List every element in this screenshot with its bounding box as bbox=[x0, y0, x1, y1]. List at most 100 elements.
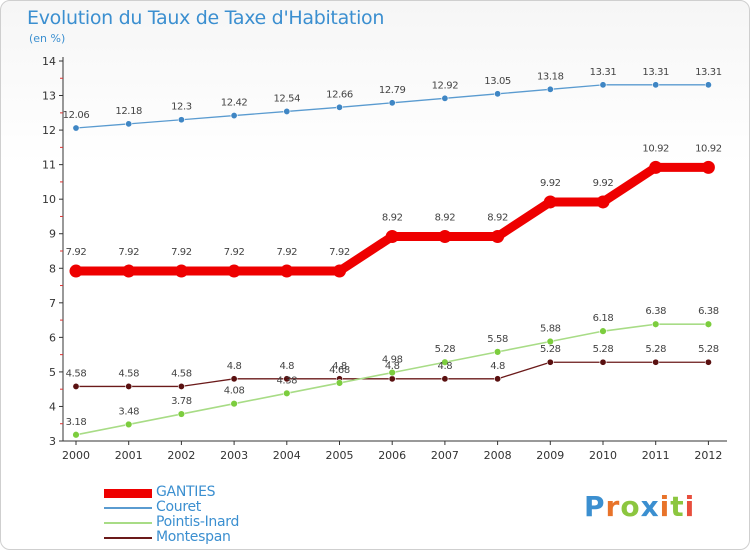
x-tick-label: 2012 bbox=[694, 449, 722, 462]
data-label-montespan: 5.28 bbox=[698, 344, 719, 355]
y-tick-label: 9 bbox=[49, 228, 56, 241]
data-point-montespan bbox=[125, 382, 133, 390]
data-point-ganties bbox=[596, 195, 610, 209]
data-label-montespan: 4.8 bbox=[385, 361, 400, 372]
data-label-montespan: 4.58 bbox=[66, 368, 87, 379]
data-point-ganties bbox=[438, 229, 452, 243]
data-label-couret: 12.54 bbox=[273, 93, 300, 104]
data-point-pointis-inard bbox=[124, 420, 133, 429]
legend-label: Pointis-Inard bbox=[156, 514, 240, 530]
x-tick-label: 2004 bbox=[273, 449, 301, 462]
data-label-couret: 13.18 bbox=[537, 71, 564, 82]
data-label-ganties: 7.92 bbox=[118, 247, 139, 258]
data-label-pointis-inard: 4.08 bbox=[224, 386, 245, 397]
data-point-pointis-inard bbox=[230, 399, 238, 408]
logo-letter: t bbox=[670, 490, 685, 523]
data-point-ganties bbox=[280, 264, 294, 278]
data-label-pointis-inard: 6.38 bbox=[645, 306, 666, 317]
data-point-couret bbox=[177, 116, 185, 124]
data-point-ganties bbox=[122, 264, 136, 278]
data-label-pointis-inard: 6.18 bbox=[593, 313, 614, 324]
data-point-couret bbox=[230, 112, 238, 120]
x-tick-label: 2000 bbox=[62, 449, 90, 462]
logo-letter: x bbox=[640, 490, 660, 523]
data-point-montespan bbox=[177, 382, 185, 390]
data-label-ganties: 7.92 bbox=[171, 247, 192, 258]
unit-label: (en %) bbox=[29, 32, 66, 45]
logo-letter: i bbox=[684, 490, 696, 523]
data-label-pointis-inard: 5.58 bbox=[487, 334, 508, 345]
data-point-ganties bbox=[174, 264, 188, 278]
x-tick-label: 2011 bbox=[642, 449, 670, 462]
data-point-montespan bbox=[230, 375, 238, 383]
data-point-pointis-inard bbox=[546, 337, 554, 346]
legend-label: Montespan bbox=[156, 529, 231, 545]
data-label-ganties: 8.92 bbox=[435, 212, 456, 223]
data-point-pointis-inard bbox=[335, 379, 344, 387]
data-point-pointis-inard bbox=[704, 320, 713, 328]
y-tick-label: 5 bbox=[49, 366, 56, 379]
logo-letter: o bbox=[620, 490, 641, 523]
data-label-montespan: 4.8 bbox=[438, 361, 453, 372]
x-tick-label: 2002 bbox=[167, 449, 195, 462]
data-point-ganties bbox=[333, 264, 346, 278]
data-label-ganties: 7.92 bbox=[224, 247, 245, 258]
data-point-montespan bbox=[704, 358, 712, 366]
data-label-couret: 13.31 bbox=[590, 67, 617, 78]
logo-letter: i bbox=[659, 490, 671, 523]
legend-label: Couret bbox=[156, 499, 201, 515]
data-point-pointis-inard bbox=[651, 320, 660, 328]
data-point-ganties bbox=[543, 195, 557, 209]
data-point-couret bbox=[599, 81, 607, 89]
data-label-montespan: 4.58 bbox=[118, 368, 139, 379]
data-label-montespan: 4.58 bbox=[171, 368, 192, 379]
data-label-couret: 12.06 bbox=[63, 110, 90, 121]
data-point-ganties bbox=[649, 160, 663, 174]
data-point-ganties bbox=[701, 160, 715, 174]
data-point-couret bbox=[125, 120, 133, 128]
data-label-ganties: 7.92 bbox=[66, 247, 87, 258]
y-tick-label: 12 bbox=[42, 124, 56, 137]
data-label-ganties: 10.92 bbox=[642, 143, 669, 154]
data-point-ganties bbox=[385, 229, 399, 243]
data-point-pointis-inard bbox=[388, 368, 396, 377]
legend-swatch bbox=[104, 522, 152, 524]
data-point-montespan bbox=[388, 375, 396, 383]
data-label-montespan: 4.8 bbox=[490, 361, 505, 372]
data-label-ganties: 9.92 bbox=[593, 178, 614, 189]
x-tick-label: 2007 bbox=[431, 449, 459, 462]
y-tick-label: 14 bbox=[42, 55, 56, 68]
data-point-couret bbox=[283, 107, 291, 115]
data-label-ganties: 8.92 bbox=[382, 212, 403, 223]
legend-label: GANTIES bbox=[156, 484, 216, 500]
chart-title: Evolution du Taux de Taxe d'Habitation bbox=[27, 7, 385, 29]
data-label-pointis-inard: 3.48 bbox=[118, 406, 139, 417]
y-tick-label: 4 bbox=[49, 400, 56, 413]
y-tick-label: 6 bbox=[49, 331, 56, 344]
logo-letter: P bbox=[584, 490, 606, 523]
data-label-couret: 13.05 bbox=[484, 76, 511, 87]
data-point-montespan bbox=[599, 358, 607, 366]
data-label-ganties: 8.92 bbox=[487, 212, 508, 223]
y-tick-label: 13 bbox=[42, 90, 56, 103]
data-point-couret bbox=[72, 124, 80, 132]
data-label-couret: 12.66 bbox=[326, 89, 353, 100]
legend-swatch bbox=[104, 537, 152, 539]
legend-swatch bbox=[104, 507, 152, 509]
legend-swatch bbox=[104, 488, 152, 498]
y-tick-label: 8 bbox=[49, 262, 56, 275]
data-label-couret: 12.79 bbox=[379, 85, 406, 96]
data-label-pointis-inard: 5.88 bbox=[540, 324, 561, 335]
y-tick-label: 3 bbox=[49, 435, 56, 448]
data-label-montespan: 4.8 bbox=[279, 361, 294, 372]
data-point-couret bbox=[494, 90, 502, 98]
x-tick-label: 2009 bbox=[536, 449, 564, 462]
data-label-couret: 13.31 bbox=[695, 67, 722, 78]
data-label-ganties: 7.92 bbox=[329, 247, 350, 258]
data-point-couret bbox=[441, 94, 449, 102]
data-point-montespan bbox=[441, 375, 449, 383]
data-point-pointis-inard bbox=[72, 431, 80, 439]
logo-letter: r bbox=[605, 490, 621, 523]
